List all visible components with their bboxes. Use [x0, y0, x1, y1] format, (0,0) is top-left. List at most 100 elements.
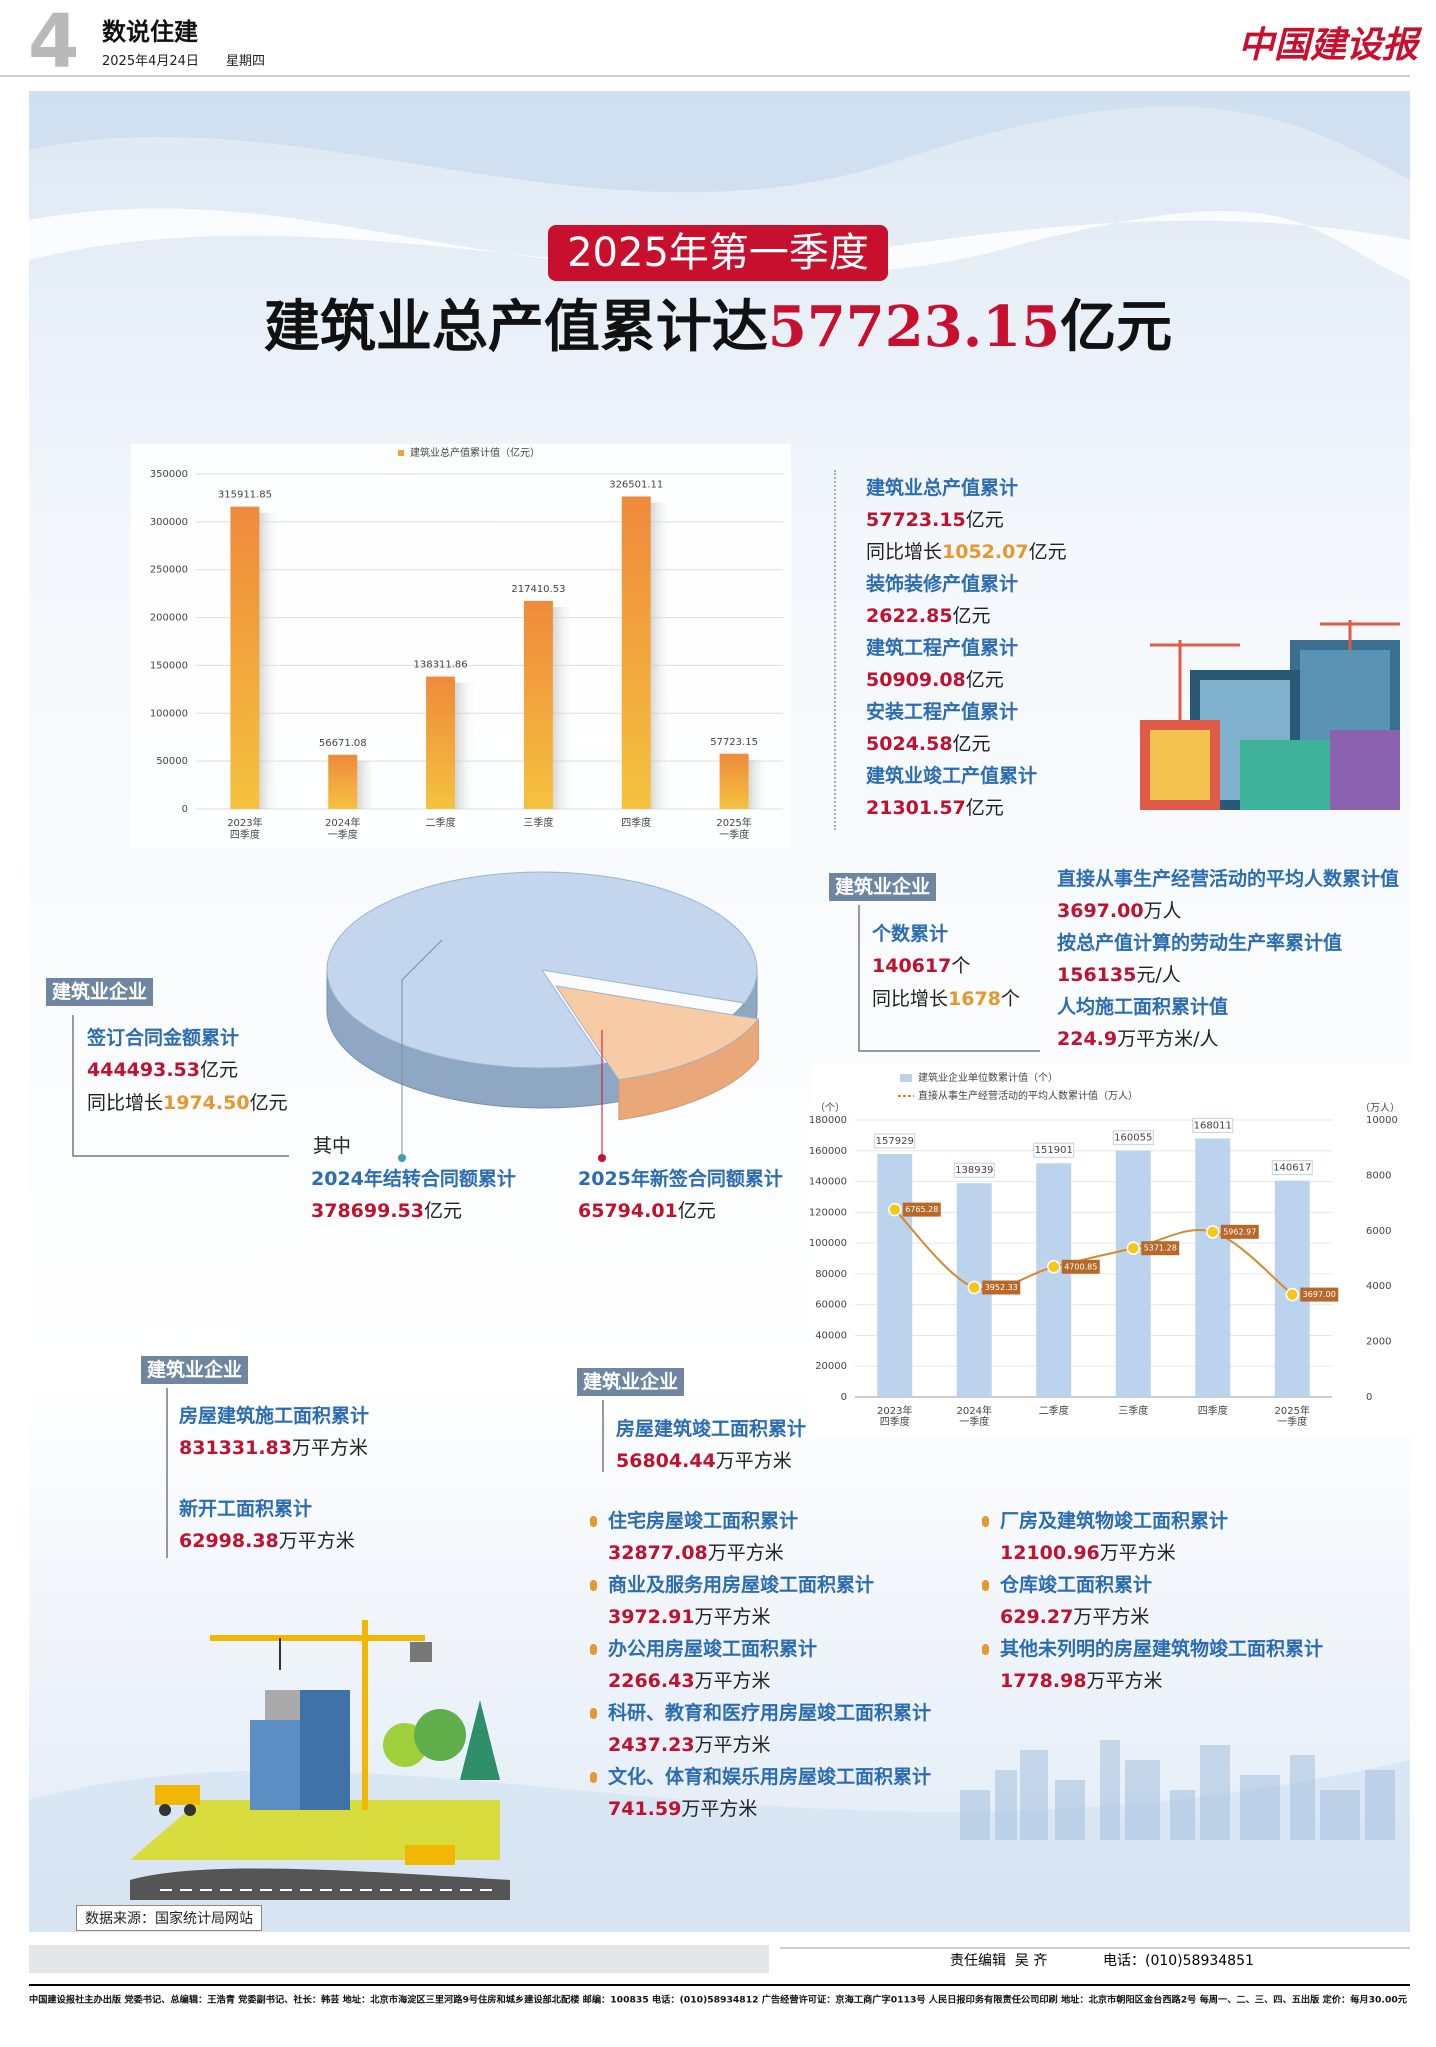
bar-value-label: 151901 — [1035, 1145, 1073, 1156]
growth-value: 1052.07 — [942, 541, 1029, 563]
kicker: 2025年第一季度 — [567, 230, 869, 276]
pie-label: 2024年结转合同额累计 — [311, 1168, 516, 1190]
stat-unit: 万平方米 — [707, 1542, 784, 1564]
source: 数据来源：国家统计局网站 — [76, 1905, 262, 1931]
stat-row: 新开工面积累计 — [179, 1496, 312, 1522]
stat-row: 57723.15亿元 — [866, 507, 1004, 533]
bar — [877, 1153, 913, 1397]
stat-row: 安装工程产值累计 — [866, 699, 1018, 725]
stat-row: 3697.00万人 — [1057, 898, 1182, 924]
headline: 建筑业总产值累计达57723.15亿元 — [0, 292, 1436, 362]
bar-shadow — [650, 502, 673, 809]
footer-editor: 责任编辑 吴 齐 — [950, 1950, 1047, 1970]
stat-row: 1778.98万平方米 — [1000, 1668, 1163, 1694]
stat-label: 按总产值计算的劳动生产率累计值 — [1057, 932, 1343, 954]
pie-slice-group — [554, 985, 760, 1121]
headline-unit: 亿元 — [1060, 294, 1173, 360]
pie-label: 2025年新签合同额累计 — [578, 1168, 783, 1190]
stat-unit: 万平方米/人 — [1117, 1028, 1219, 1050]
bracket-line — [858, 905, 1040, 1052]
kicker-box — [548, 225, 888, 281]
pie-value-row: 378699.53亿元 — [311, 1198, 462, 1224]
stat-value: 156135 — [1057, 964, 1137, 986]
line-label-box — [1141, 1241, 1180, 1256]
y-axis-label: （个） — [815, 1102, 845, 1114]
stat-label: 人均施工面积累计值 — [1057, 996, 1229, 1018]
growth-label: 同比增长 — [866, 541, 943, 563]
bullet — [590, 1516, 597, 1527]
stat-row: 3972.91万平方米 — [608, 1604, 771, 1630]
stat-row: 直接从事生产经营活动的平均人数累计值 — [1057, 866, 1399, 892]
line-label-box — [982, 1280, 1021, 1295]
y2-tick-label: 0 — [1366, 1392, 1372, 1403]
page-number: 4 — [28, 0, 80, 85]
growth-value: 1678 — [948, 988, 1001, 1010]
y2-tick-label: 4000 — [1366, 1281, 1391, 1292]
line-marker — [1126, 1241, 1140, 1255]
x-tick-label: 2025年一季度 — [1275, 1404, 1310, 1428]
pie-unit: 亿元 — [423, 1200, 462, 1222]
bar-value-label: 140617 — [1273, 1163, 1311, 1174]
growth-value: 1974.50 — [163, 1092, 250, 1114]
bar — [426, 676, 456, 809]
line-value-label: 6765.28 — [905, 1205, 938, 1214]
stat-value: 2437.23 — [608, 1734, 695, 1756]
headline-text: 建筑业总产值累计达 — [263, 294, 768, 360]
line-marker — [1047, 1260, 1061, 1274]
headline-value: 57723.15 — [767, 294, 1061, 360]
stat-value: 21301.57 — [866, 797, 966, 819]
stat-row: 办公用房屋竣工面积累计 — [608, 1636, 817, 1662]
x-tick-label: 三季度 — [523, 816, 553, 829]
section-title: 数说住建 — [102, 17, 198, 46]
pie-label-row: 2025年新签合同额累计 — [578, 1166, 783, 1192]
stat-label: 直接从事生产经营活动的平均人数累计值 — [1057, 868, 1400, 890]
bar-value-label: 168011 — [1194, 1120, 1232, 1131]
x-tick-label: 2025年一季度 — [716, 816, 751, 841]
stat-unit: 元/人 — [1136, 964, 1181, 986]
bullet — [982, 1516, 989, 1527]
stat-value: 32877.08 — [608, 1542, 708, 1564]
stat-value: 629.27 — [1000, 1606, 1074, 1628]
masthead: 中国建设报 — [1238, 24, 1419, 66]
wave — [29, 208, 1410, 280]
stat-unit: 万人 — [1143, 900, 1182, 922]
stat-label: 办公用房屋竣工面积累计 — [608, 1638, 818, 1660]
weekday: 星期四 — [226, 54, 266, 69]
y2-axis-label: （万人） — [1360, 1102, 1400, 1114]
growth-unit: 亿元 — [1028, 541, 1067, 563]
x-tick-label: 2023年四季度 — [877, 1404, 912, 1428]
stat-row: 2266.43万平方米 — [608, 1668, 771, 1694]
y-tick-label: 140000 — [809, 1177, 847, 1188]
line-marker — [967, 1280, 981, 1295]
stat-unit: 万平方米 — [1073, 1606, 1150, 1628]
stat-row: 厂房及建筑物竣工面积累计 — [1000, 1508, 1228, 1534]
stat-value: 2622.85 — [866, 605, 953, 627]
stat-value: 1778.98 — [1000, 1670, 1087, 1692]
stat-row: 签订合同金额累计 — [87, 1025, 239, 1051]
bar — [1195, 1138, 1231, 1397]
bar — [621, 496, 651, 809]
bar-shadow — [748, 759, 771, 809]
imprint: 中国建设报社主办出版 党委书记、总编辑：王浩青 党委副书记、社长：韩芸 地址：北… — [29, 1994, 1407, 2006]
stat-row: 同比增长1678个 — [872, 986, 1020, 1012]
line-label-box — [1061, 1259, 1100, 1274]
date: 2025年4月24日 — [102, 54, 199, 69]
bar-shadow — [259, 512, 282, 809]
line-value-label: 5371.28 — [1144, 1244, 1177, 1253]
stat-value: 12100.96 — [1000, 1542, 1100, 1564]
line-label-box — [1220, 1224, 1259, 1239]
leader-dot — [598, 1154, 606, 1162]
stat-row: 建筑业总产值累计 — [866, 475, 1018, 501]
stat-value: 140617 — [872, 955, 952, 977]
stat-value: 62998.38 — [179, 1530, 279, 1552]
y-tick-label: 100000 — [809, 1238, 847, 1249]
stat-row: 人均施工面积累计值 — [1057, 994, 1228, 1020]
bar-value-label: 326501.11 — [609, 479, 663, 490]
pie-slice — [554, 985, 760, 1081]
y2-tick-label: 10000 — [1366, 1115, 1398, 1126]
bar-value-label: 217410.53 — [511, 584, 565, 595]
stat-row: 建筑工程产值累计 — [866, 635, 1018, 661]
stat-unit: 亿元 — [952, 605, 991, 627]
line-label-box — [1300, 1287, 1339, 1302]
bullet — [982, 1644, 989, 1655]
